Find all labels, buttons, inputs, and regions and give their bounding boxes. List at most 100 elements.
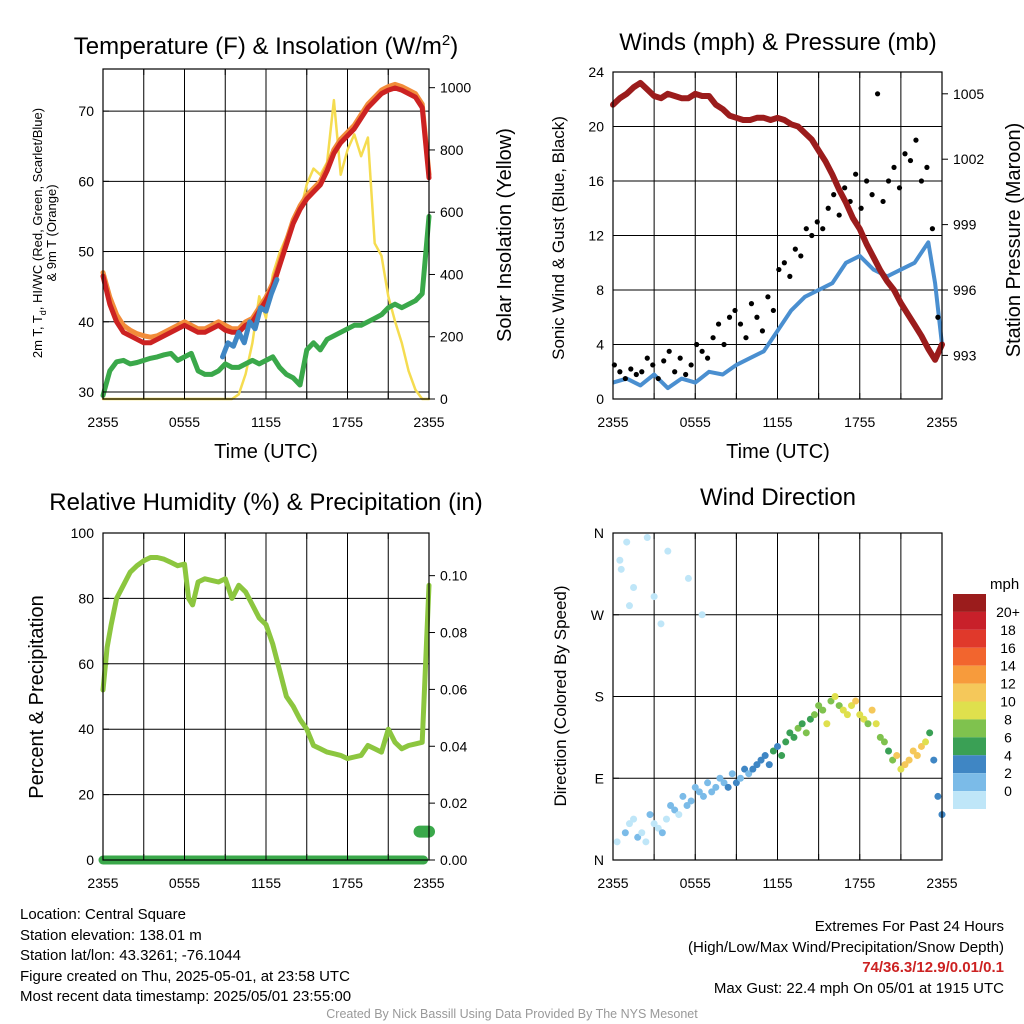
temperature-grid bbox=[103, 69, 429, 399]
colorbar-swatch bbox=[953, 611, 986, 630]
gust-point bbox=[781, 260, 787, 266]
extremes-subtitle: (High/Low/Max Wind/Precipitation/Snow De… bbox=[688, 938, 1004, 956]
y-tick-label: 100 bbox=[71, 525, 95, 541]
gust-point bbox=[748, 301, 755, 307]
direction-point bbox=[790, 733, 798, 741]
y-tick-label: 20 bbox=[78, 787, 94, 803]
gust-point bbox=[880, 198, 886, 205]
x-tick-label: 2355 bbox=[926, 414, 957, 430]
gust-point bbox=[913, 137, 919, 143]
series-line-2m-t bbox=[100, 85, 432, 346]
station-elevation: Station elevation: 138.01 m bbox=[20, 926, 202, 944]
x-tick-label: 0555 bbox=[680, 875, 711, 891]
x-tick-label: 0555 bbox=[169, 414, 200, 430]
gust-point bbox=[617, 369, 623, 375]
gust-point bbox=[935, 314, 941, 320]
direction-point bbox=[815, 702, 823, 710]
direction-point bbox=[646, 811, 654, 819]
colorbar-swatch bbox=[953, 755, 986, 774]
gust-point bbox=[765, 294, 771, 300]
station-location: Location: Central Square bbox=[20, 906, 186, 923]
temperature-axes: 2355 0555 1155 1755 2355 30 40 50 60 70 0 200 400 600… bbox=[78, 69, 471, 430]
gust-point bbox=[858, 205, 864, 211]
colorbar-swatch bbox=[953, 791, 986, 809]
extremes-values: 74/36.3/12.9/0.01/0.1 bbox=[862, 959, 1004, 976]
direction-point bbox=[658, 829, 666, 837]
gust-point bbox=[907, 157, 914, 164]
y-tick-label: 4 bbox=[596, 337, 604, 353]
gust-point bbox=[770, 307, 776, 314]
gust-point bbox=[902, 151, 908, 157]
direction-point bbox=[823, 720, 831, 728]
y-tick-label: N bbox=[594, 525, 604, 541]
x-tick-label: 1755 bbox=[332, 875, 363, 891]
colorbar-label: 14 bbox=[1000, 658, 1016, 674]
direction-point bbox=[671, 806, 679, 814]
direction-point bbox=[712, 783, 720, 791]
direction-point bbox=[848, 702, 856, 710]
extremes-info: Extremes For Past 24 Hours (High/Low/Max… bbox=[688, 917, 1004, 999]
direction-point bbox=[634, 833, 642, 841]
humidity-title: Relative Humidity (%) & Precipitation (i… bbox=[49, 489, 482, 516]
y-tick-label: 30 bbox=[78, 384, 94, 400]
gust-point bbox=[715, 321, 722, 327]
direction-point bbox=[741, 765, 749, 773]
direction-point bbox=[613, 838, 621, 846]
direction-ylabel-left: Direction (Colored By Speed) bbox=[551, 585, 570, 806]
y-tick-label: 0 bbox=[596, 391, 604, 407]
direction-point bbox=[664, 547, 672, 555]
colorbar-swatch bbox=[953, 701, 986, 720]
direction-point bbox=[617, 565, 625, 573]
gust-point bbox=[787, 273, 793, 279]
direction-point bbox=[880, 738, 888, 746]
direction-point bbox=[856, 711, 864, 719]
x-tick-label: 1155 bbox=[251, 875, 281, 891]
colorbar-label: 0 bbox=[1004, 783, 1012, 799]
gust-point bbox=[831, 192, 837, 198]
temperature-ylabel-left-line2: & 9m T (Orange) bbox=[44, 184, 59, 281]
humidity-axes: 2355 0555 1155 1755 2355 0 20 40 60 80 100 0.00 0.02… bbox=[71, 525, 468, 891]
y2-tick-label: 600 bbox=[440, 204, 464, 220]
colorbar-label: 20+ bbox=[996, 604, 1020, 620]
temperature-series bbox=[100, 81, 432, 401]
colorbar-swatch bbox=[953, 629, 986, 648]
direction-point bbox=[699, 792, 707, 800]
direction-point bbox=[769, 747, 777, 755]
gust-point bbox=[639, 369, 645, 375]
direction-point bbox=[852, 697, 860, 705]
gust-point bbox=[825, 205, 831, 211]
gust-point bbox=[842, 185, 848, 191]
temperature-xlabel: Time (UTC) bbox=[214, 441, 318, 463]
colorbar-swatch bbox=[953, 647, 986, 666]
gust-point bbox=[666, 348, 672, 354]
y2-tick-label: 400 bbox=[440, 266, 464, 282]
y2-tick-label: 0.06 bbox=[440, 681, 467, 697]
y-tick-label: 70 bbox=[78, 103, 94, 119]
x-tick-label: 2355 bbox=[87, 414, 118, 430]
direction-point bbox=[625, 820, 633, 828]
x-tick-label: 2355 bbox=[87, 875, 118, 891]
direction-point bbox=[630, 815, 638, 823]
y-tick-label: W bbox=[591, 607, 605, 623]
colorbar-title: mph bbox=[990, 576, 1019, 593]
direction-point bbox=[765, 761, 773, 769]
direction-point bbox=[819, 706, 827, 714]
direction-point bbox=[897, 765, 905, 773]
gust-point bbox=[737, 321, 744, 327]
temperature-ylabel-left: 2m T, Td, HI/WC (Red, Green, Scarlet/Blu… bbox=[30, 108, 48, 358]
y-tick-label: 40 bbox=[78, 314, 94, 330]
gust-point bbox=[710, 335, 716, 341]
gust-point bbox=[853, 171, 859, 177]
y2-tick-label: 993 bbox=[953, 347, 977, 363]
x-tick-label: 1155 bbox=[251, 414, 281, 430]
gust-point bbox=[661, 358, 667, 364]
x-tick-label: 1155 bbox=[762, 414, 792, 430]
direction-grid bbox=[613, 533, 942, 860]
colorbar-label: 12 bbox=[1000, 676, 1016, 692]
x-tick-label: 0555 bbox=[169, 875, 200, 891]
gust-point bbox=[820, 226, 826, 232]
winds-xlabel: Time (UTC) bbox=[726, 441, 830, 463]
gust-point bbox=[874, 91, 881, 97]
gust-point bbox=[924, 164, 930, 170]
gust-point bbox=[699, 348, 705, 354]
